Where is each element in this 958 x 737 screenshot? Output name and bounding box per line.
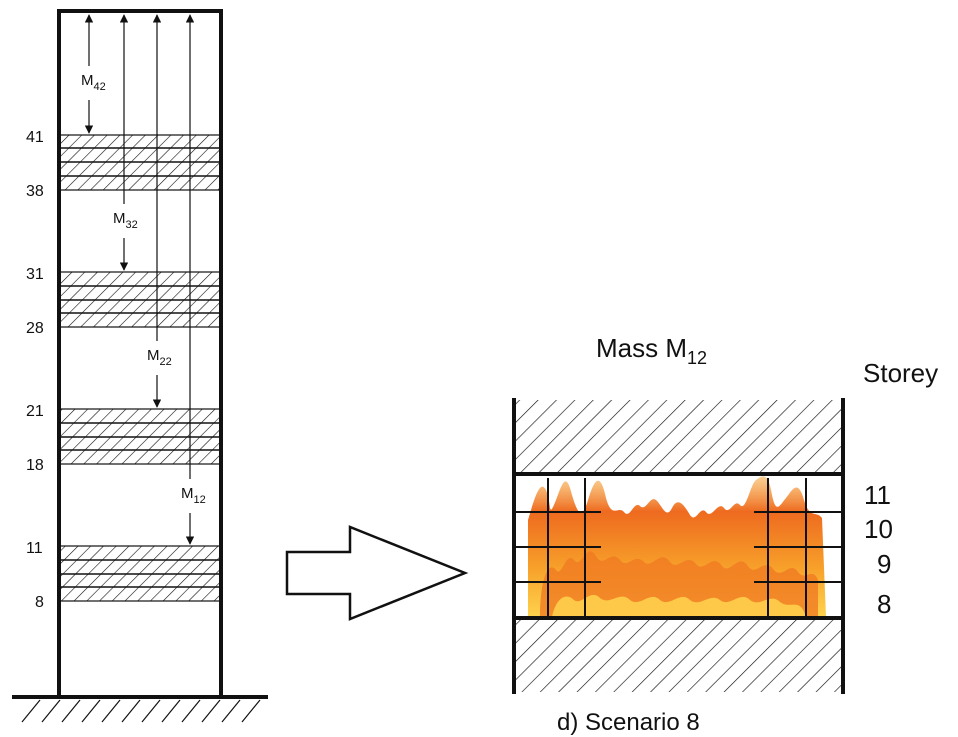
upper-slab-hatch <box>515 400 842 472</box>
mass-label-32: M32 <box>113 210 138 231</box>
structural-grid <box>515 478 842 617</box>
storey-label: 18 <box>26 457 44 474</box>
scenario-caption: d) Scenario 8 <box>557 709 700 736</box>
fire-icon <box>528 476 826 617</box>
mass-band-12 <box>58 545 222 602</box>
storey-header: Storey <box>863 358 938 388</box>
mass-band-22 <box>58 408 222 465</box>
storey-label: 41 <box>26 129 44 146</box>
storey-label: 21 <box>26 403 44 420</box>
storey-label: 11 <box>26 540 43 557</box>
detail-storey-number: 8 <box>877 589 891 619</box>
ground-hatch <box>21 699 261 723</box>
detail-storey-number: 9 <box>877 549 891 579</box>
mass-label-42: M42 <box>81 72 106 93</box>
storey-label: 38 <box>26 183 44 200</box>
detail-storey-number: 11 <box>864 480 891 510</box>
storey-label: 28 <box>26 320 44 337</box>
mass-label-12: M12 <box>181 485 206 506</box>
detail-title: Mass M12 <box>596 333 707 368</box>
storey-label: 31 <box>26 266 44 283</box>
building-elevation: M42 M32 M22 M12 41 38 31 28 21 18 11 8 <box>12 9 268 723</box>
detail-storey-number: 10 <box>864 514 893 544</box>
storey-label: 8 <box>35 594 44 611</box>
lower-slab-hatch <box>515 620 842 692</box>
mass-detail: Mass M12 Storey 11 10 9 8 d) Scenario 8 <box>512 333 938 736</box>
mass-band-32 <box>58 271 222 328</box>
mass-band-42 <box>58 134 222 191</box>
right-arrow-icon <box>285 525 469 621</box>
mass-label-22: M22 <box>147 347 172 368</box>
